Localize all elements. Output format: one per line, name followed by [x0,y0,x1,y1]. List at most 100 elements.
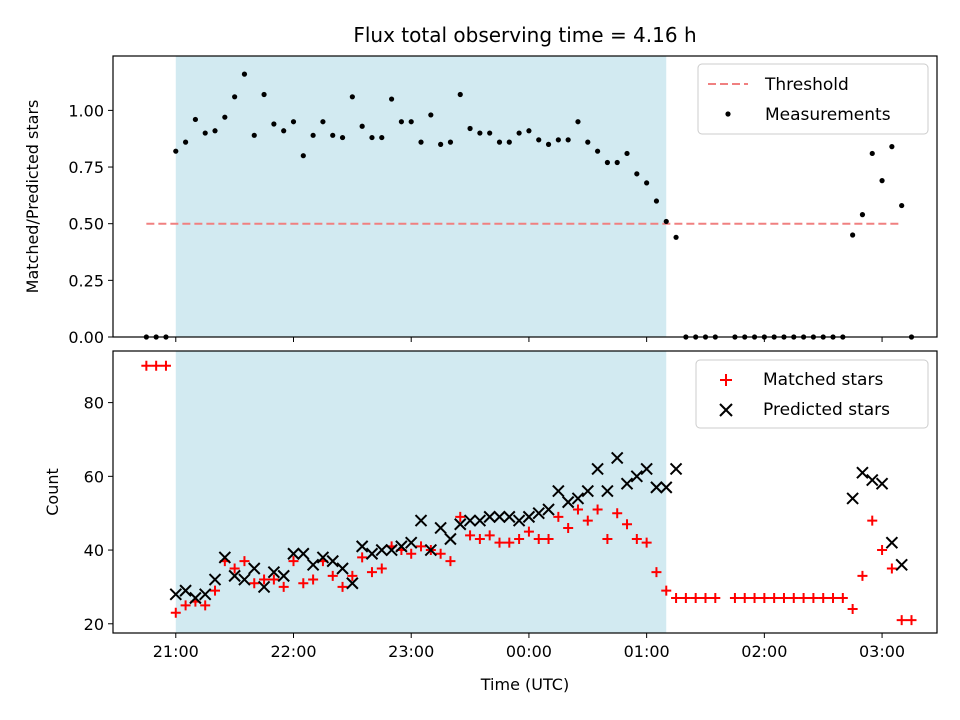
top-panel: 0.00 0.25 0.50 0.75 1.00 Matched/Predicted s… [23,55,938,347]
predicted-point [218,551,232,564]
predicted-point [503,510,516,524]
measurement-point [261,91,267,98]
matched-point [366,567,377,578]
matched-point [602,534,613,544]
predicted-point [463,514,477,527]
legend-predicted-swatch [719,403,733,417]
top-legend: Threshold Measurements [697,63,929,135]
measurement-point [653,198,660,204]
predicted-point [620,477,634,490]
predicted-points [169,451,908,605]
bottom-legend-box [695,359,929,429]
measurement-point [624,150,630,157]
predicted-point [199,588,212,601]
x-tick-label: 00:00 [506,642,552,661]
matched-point [886,563,897,574]
predicted-point [228,569,241,583]
matched-point [582,515,593,526]
predicted-point [238,573,251,586]
predicted-point [601,484,614,498]
matched-point [523,526,534,537]
matched-point [337,581,348,592]
predicted-point [365,547,379,560]
legend-matched-label: Matched stars [763,370,883,390]
measurement-point [487,130,493,136]
measurement-point [232,94,238,100]
x-tick-label: 01:00 [624,642,670,661]
matched-point [170,607,181,618]
predicted-point [660,481,673,494]
matched-point [543,534,554,544]
matched-point [739,592,750,603]
predicted-point [267,565,281,579]
predicted-point [454,518,467,531]
measurement-point [251,132,257,138]
measurement-point [398,119,404,125]
matched-point [641,537,652,548]
measurement-point [467,125,473,132]
measurement-point [614,159,620,166]
predicted-point [316,551,330,564]
matched-point [710,592,721,603]
y-tick-label: 40 [84,541,104,560]
matched-point [494,537,505,548]
matched-point [347,570,358,581]
matched-point [818,592,829,603]
predicted-point [424,543,438,557]
measurement-point [310,132,316,138]
measurement-point [388,96,395,102]
matched-point [671,592,682,603]
predicted-point [542,503,555,516]
measurement-point [565,137,571,143]
measurement-point [879,178,885,184]
measurement-point [477,130,483,136]
matched-point [376,563,387,574]
measurement-point [447,139,454,145]
measurement-point [271,121,277,127]
matched-point [268,574,279,585]
measurement-point [192,116,198,123]
measurement-point [673,234,679,240]
matched-point [533,534,544,544]
predicted-point [640,462,653,476]
matched-point [465,530,476,541]
bottom-legend: Matched stars Predicted stars [695,359,929,429]
measurement-point [575,119,581,125]
predicted-point [885,536,899,549]
matched-point [553,511,564,522]
predicted-point [257,580,271,594]
matched-point [249,578,260,589]
predicted-point [532,506,545,520]
predicted-point [581,484,594,498]
matched-point [160,360,171,371]
predicted-point [414,514,428,527]
predicted-point [875,477,889,490]
top-y-label: Matched/Predicted stars [23,100,42,294]
predicted-point [169,588,182,601]
predicted-point [248,562,261,575]
y-tick-label: 20 [84,615,104,634]
matched-point [298,578,309,589]
matched-point [327,570,338,581]
predicted-point [326,554,339,568]
matched-point [631,534,642,544]
matched-point [622,519,633,530]
measurement-point [496,139,503,145]
measurement-point [585,139,591,145]
measurement-point [545,141,552,147]
measurement-point [173,148,179,154]
measurement-point [644,180,650,186]
matched-point [808,592,819,603]
predicted-point [277,569,290,583]
predicted-point [846,492,859,505]
matched-point [474,534,485,544]
matched-point [200,600,211,611]
matched-point [592,504,603,515]
predicted-point [179,584,192,597]
measurement-point [506,139,512,145]
matched-point [612,508,623,519]
measurement-point [339,134,346,141]
y-tick-label: 0.25 [68,271,104,290]
predicted-point [591,462,604,476]
measurement-point [850,232,856,238]
